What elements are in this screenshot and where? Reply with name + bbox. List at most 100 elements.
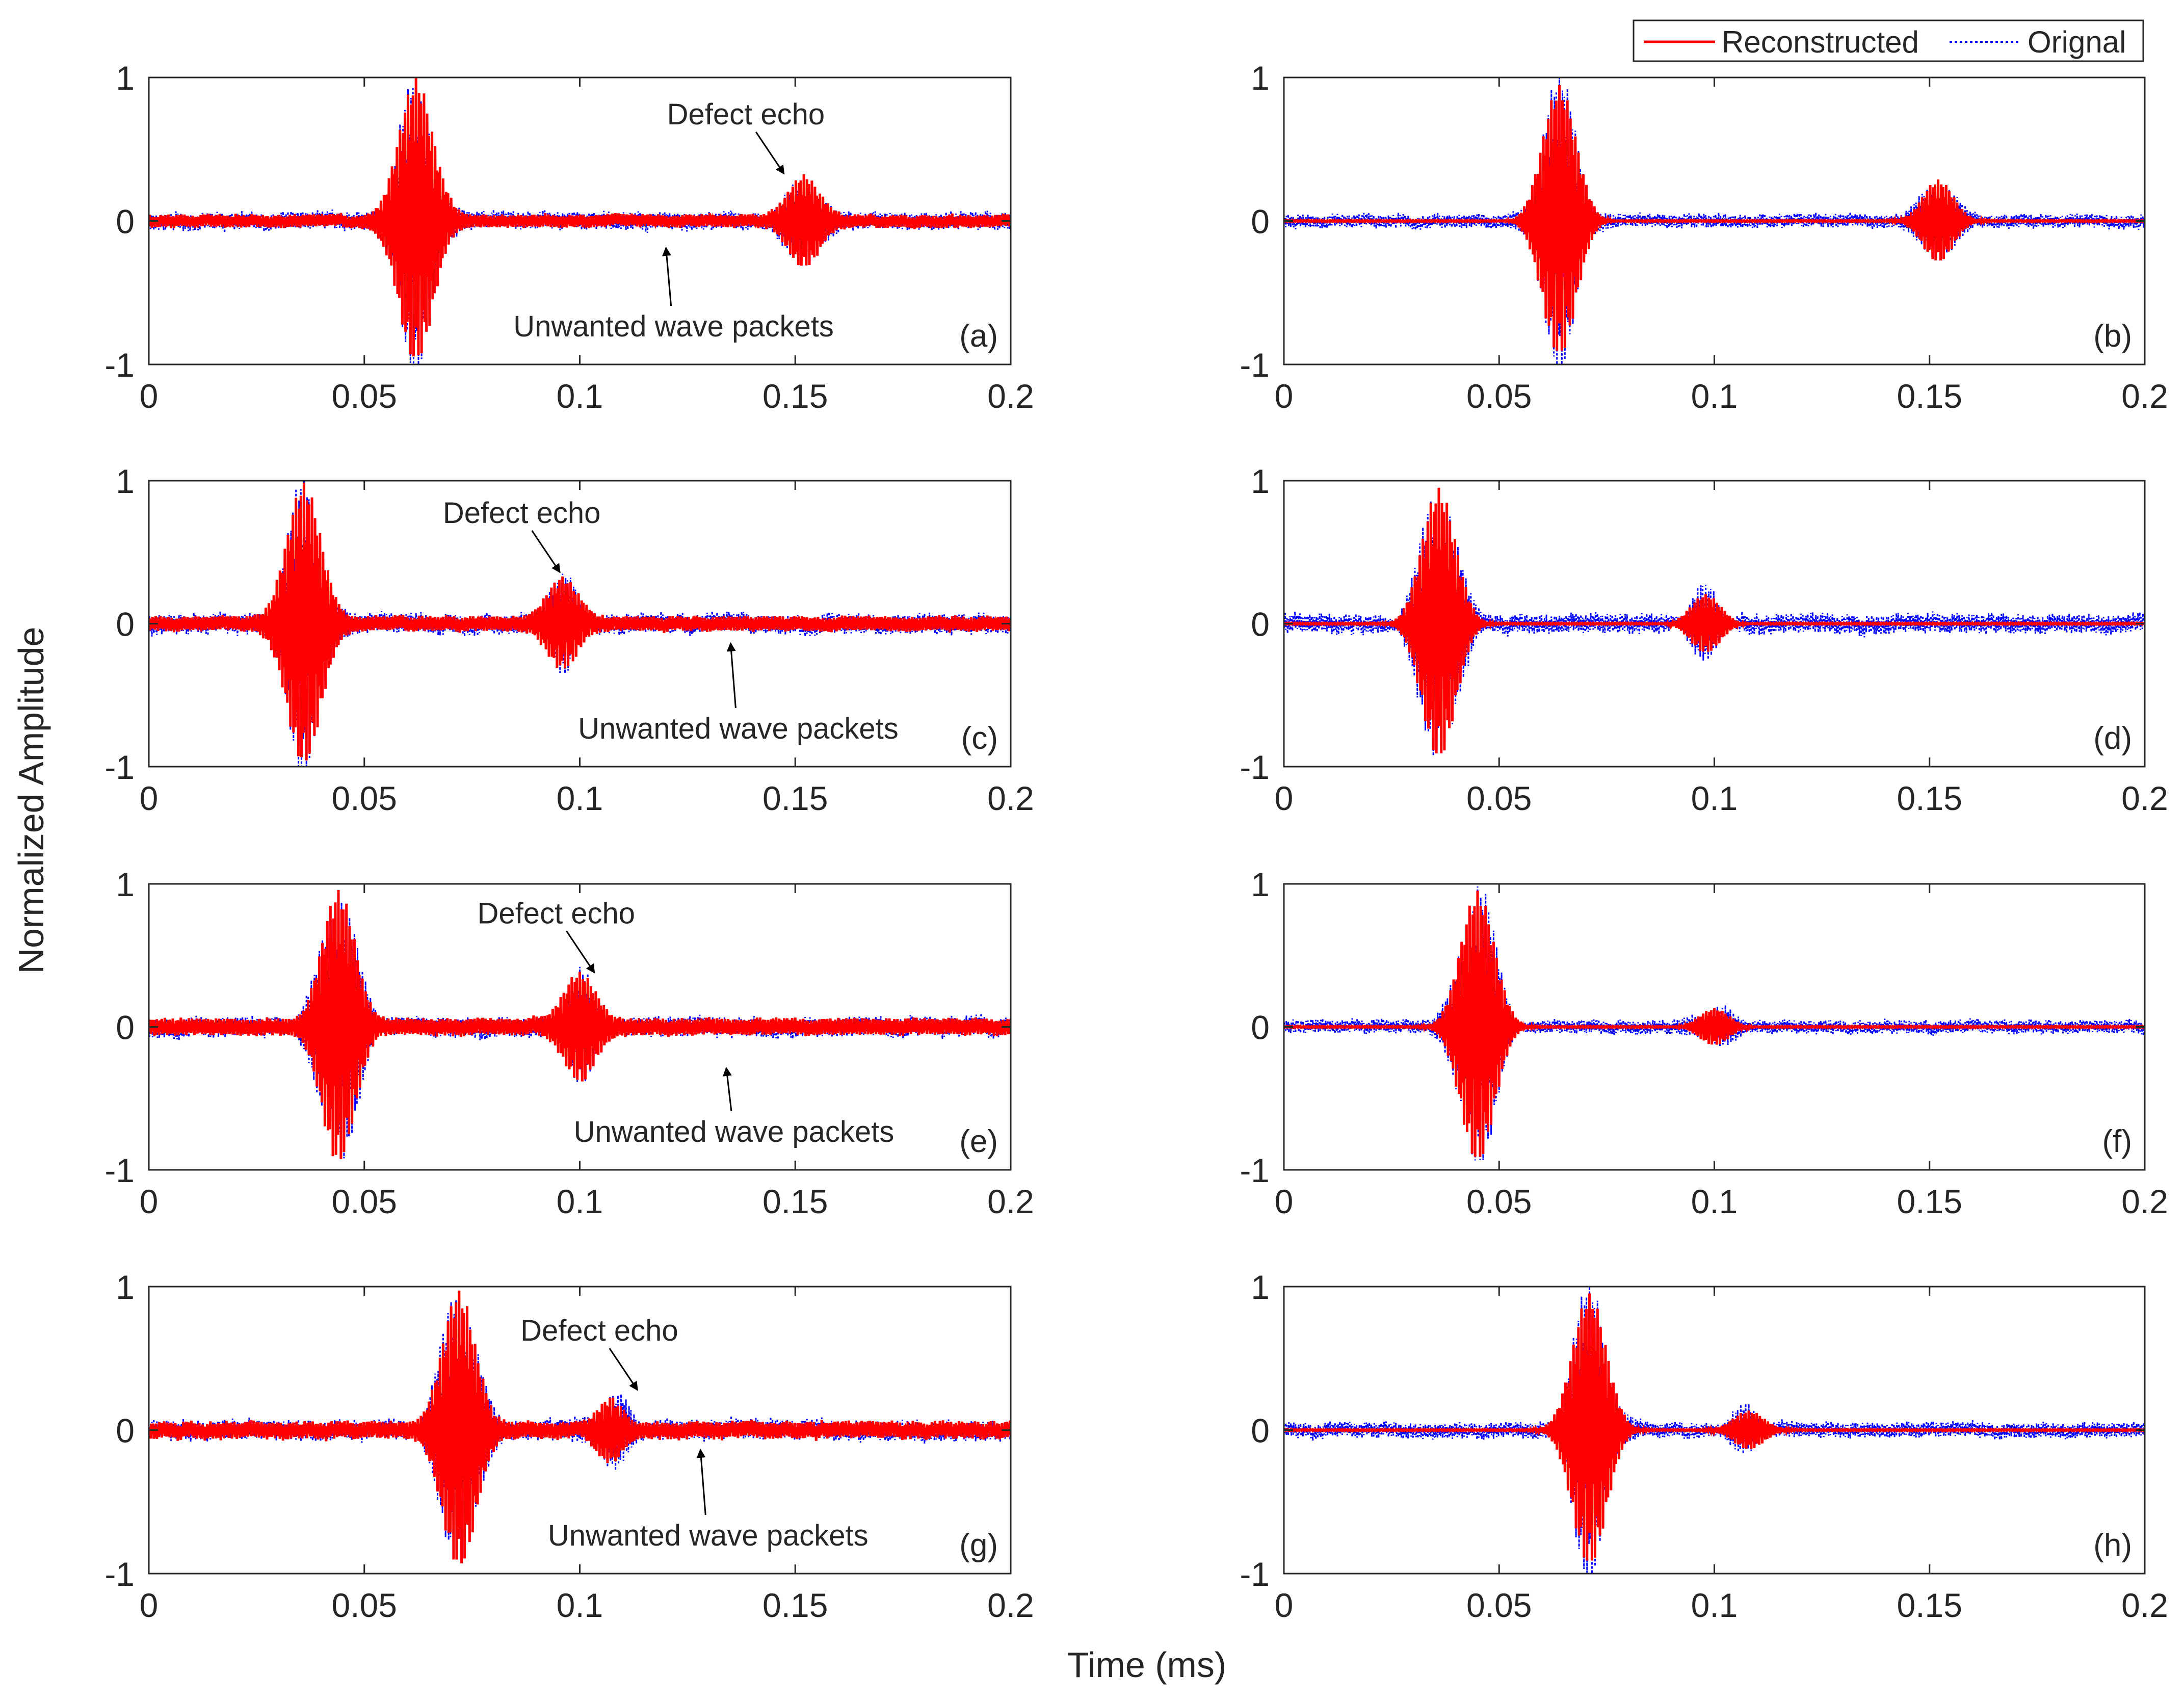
x-tick-label: 0.2	[2121, 779, 2168, 817]
annotation-arrow-unwanted	[722, 1066, 732, 1112]
series-original	[1284, 77, 2145, 364]
x-tick-label: 0	[1275, 1586, 1294, 1624]
annotation-arrow-unwanted	[662, 246, 672, 306]
y-tick-label: -1	[104, 1152, 135, 1189]
series-group	[149, 481, 1011, 767]
y-tick-label: -1	[1240, 748, 1270, 786]
x-tick-label: 0	[140, 779, 159, 817]
panel-c: 0 0.05 0.1 0.15 0.2-101(c)Defect echoUnwante…	[104, 462, 1034, 817]
panel-d: 0 0.05 0.1 0.15 0.2-101(d)	[1240, 462, 2168, 817]
legend: Reconstructed Orignal	[1633, 19, 2144, 62]
series-group	[149, 890, 1011, 1159]
y-tick-label: 1	[116, 462, 135, 500]
annotation-defect-echo: Defect echo	[478, 897, 636, 930]
legend-label-reconstructed: Reconstructed	[1722, 25, 1919, 59]
series-group	[1284, 77, 2145, 364]
x-tick-label: 0.1	[1691, 377, 1738, 415]
series-group	[1284, 886, 2145, 1161]
x-tick-label: 0.15	[1897, 779, 1962, 817]
annotation-defect-echo: Defect echo	[443, 496, 601, 530]
x-tick-label: 0.1	[1691, 1586, 1738, 1624]
series-reconstructed	[149, 890, 1011, 1159]
y-tick-label: 1	[116, 866, 135, 903]
panel-e: 0 0.05 0.1 0.15 0.2-101(e)Defect echoUnwante…	[104, 866, 1034, 1220]
panel-a: 0 0.05 0.1 0.15 0.2-101(a)Defect echoUnwante…	[104, 59, 1034, 415]
x-tick-label: 0	[1275, 779, 1294, 817]
panel-label: (a)	[959, 319, 998, 354]
series-reconstructed	[1284, 487, 2145, 754]
x-tick-label: 0.05	[332, 377, 397, 415]
x-tick-label: 0.15	[1897, 377, 1962, 415]
x-tick-label: 0.2	[2121, 1183, 2168, 1220]
x-tick-label: 0.15	[762, 1183, 828, 1220]
x-tick-label: 0.1	[557, 1586, 603, 1624]
x-tick-label: 0.1	[557, 1183, 603, 1220]
series-reconstructed	[149, 482, 1011, 761]
x-tick-label: 0.2	[987, 1586, 1034, 1624]
x-tick-label: 0.2	[987, 779, 1034, 817]
series-group	[149, 1290, 1011, 1563]
panel-label: (h)	[2093, 1528, 2132, 1563]
y-tick-label: 1	[1251, 1268, 1270, 1306]
panel-f: 0 0.05 0.1 0.15 0.2-101(f)	[1240, 866, 2168, 1220]
x-tick-label: 0	[1275, 377, 1294, 415]
y-tick-label: -1	[1240, 1555, 1270, 1593]
x-tick-label: 0.15	[1897, 1586, 1962, 1624]
x-tick-label: 0.05	[332, 779, 397, 817]
x-tick-label: 0.15	[1897, 1183, 1962, 1220]
y-tick-label: -1	[104, 748, 135, 786]
x-tick-label: 0.05	[332, 1183, 397, 1220]
x-tick-label: 0	[140, 1183, 159, 1220]
annotation-arrow-defect	[566, 930, 595, 974]
x-tick-label: 0.1	[1691, 1183, 1738, 1220]
x-tick-label: 0.15	[762, 779, 828, 817]
series-reconstructed	[149, 1290, 1011, 1563]
x-tick-label: 0	[1275, 1183, 1294, 1220]
panel-label: (c)	[961, 721, 998, 756]
y-tick-label: 0	[116, 606, 135, 643]
x-tick-label: 0.2	[987, 1183, 1034, 1220]
y-tick-label: 1	[1251, 462, 1270, 500]
y-tick-label: 1	[1251, 59, 1270, 97]
annotation-arrow-defect	[531, 530, 561, 573]
legend-label-original: Orignal	[2028, 25, 2126, 59]
legend-box	[1633, 19, 2144, 62]
x-axis-title: Time (ms)	[1067, 1645, 1226, 1685]
x-tick-label: 0.2	[2121, 1586, 2168, 1624]
series-reconstructed	[1284, 85, 2145, 351]
y-tick-label: 0	[116, 203, 135, 241]
x-tick-label: 0.1	[1691, 779, 1738, 817]
annotation-arrow-unwanted	[726, 642, 736, 709]
panel-label: (e)	[959, 1124, 998, 1159]
panel-label: (d)	[2093, 721, 2132, 756]
x-tick-label: 0.15	[762, 377, 828, 415]
y-tick-label: -1	[104, 1555, 135, 1593]
panel-label: (f)	[2102, 1124, 2132, 1159]
y-tick-label: -1	[1240, 1152, 1270, 1189]
series-group	[149, 77, 1011, 364]
y-axis-title: Normalized Amplitude	[11, 627, 51, 974]
y-tick-label: 0	[116, 1412, 135, 1450]
y-tick-label: 1	[1251, 866, 1270, 903]
series-group	[1284, 487, 2145, 756]
annotation-arrow-defect	[755, 132, 785, 175]
x-tick-label: 0	[140, 377, 159, 415]
panel-label: (b)	[2093, 319, 2132, 354]
x-tick-label: 0.15	[762, 1586, 828, 1624]
y-tick-label: 0	[1251, 1412, 1270, 1450]
y-tick-label: 0	[1251, 1009, 1270, 1047]
x-tick-label: 0.2	[2121, 377, 2168, 415]
y-tick-label: 0	[1251, 203, 1270, 241]
annotation-defect-echo: Defect echo	[667, 98, 825, 131]
y-tick-label: 1	[116, 59, 135, 97]
annotation-unwanted-packets: Unwanted wave packets	[513, 310, 834, 343]
y-tick-label: 0	[116, 1009, 135, 1047]
panel-b: 0 0.05 0.1 0.15 0.2-101(b)	[1240, 59, 2168, 415]
x-tick-label: 0.05	[1466, 1183, 1532, 1220]
x-tick-label: 0.05	[332, 1586, 397, 1624]
annotation-unwanted-packets: Unwanted wave packets	[578, 712, 899, 745]
x-tick-label: 0.1	[557, 779, 603, 817]
panels: 0 0.05 0.1 0.15 0.2-101(a)Defect echoUnwante…	[104, 59, 2168, 1624]
y-tick-label: -1	[104, 346, 135, 384]
